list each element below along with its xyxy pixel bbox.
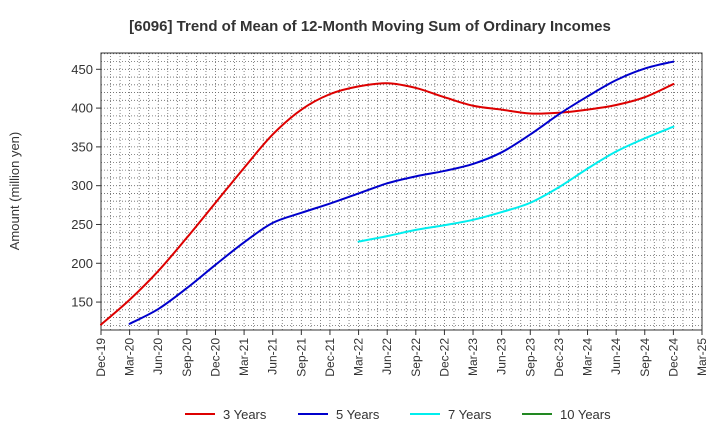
plot-area bbox=[101, 53, 702, 330]
series-line-7-years bbox=[357, 125, 675, 243]
series-lines bbox=[100, 60, 675, 326]
y-axis-label: Amount (million yen) bbox=[7, 132, 22, 251]
legend-label-7-years: 7 Years bbox=[448, 407, 492, 422]
legend-label-10-years: 10 Years bbox=[560, 407, 611, 422]
plot-border bbox=[100, 52, 703, 331]
x-tick-label: Sep-22 bbox=[409, 338, 423, 377]
legend-label-5-years: 5 Years bbox=[336, 407, 380, 422]
x-tick-label: Sep-23 bbox=[523, 338, 537, 377]
y-tick-label: 450 bbox=[71, 62, 93, 77]
x-tick-label: Dec-22 bbox=[437, 338, 451, 377]
y-axis: 150 200 250 300 350 400 450 bbox=[71, 62, 101, 310]
x-tick-label: Mar-21 bbox=[237, 338, 251, 376]
legend-label-3-years: 3 Years bbox=[223, 407, 267, 422]
x-tick-label: Sep-24 bbox=[638, 338, 652, 377]
x-tick-label: Dec-21 bbox=[323, 338, 337, 377]
legend: 3 Years 5 Years 7 Years 10 Years bbox=[185, 407, 611, 422]
y-tick-label: 350 bbox=[71, 139, 93, 154]
x-tick-label: Jun-24 bbox=[609, 338, 623, 375]
x-tick-label: Mar-25 bbox=[695, 338, 709, 376]
grid-lines bbox=[101, 53, 702, 330]
x-axis: Dec-19 Mar-20 Jun-20 Sep-20 Dec-20 Mar-21 Jun-… bbox=[94, 330, 709, 377]
x-tick-label: Sep-20 bbox=[180, 338, 194, 377]
x-tick-label: Jun-20 bbox=[151, 338, 165, 375]
x-tick-label: Dec-24 bbox=[666, 338, 680, 377]
y-tick-label: 250 bbox=[71, 217, 93, 232]
x-tick-label: Dec-19 bbox=[94, 338, 108, 377]
x-tick-label: Jun-22 bbox=[380, 338, 394, 375]
x-tick-label: Jun-23 bbox=[495, 338, 509, 375]
series-line-5-years bbox=[128, 60, 675, 325]
x-tick-label: Dec-20 bbox=[208, 338, 222, 377]
y-tick-label: 200 bbox=[71, 256, 93, 271]
x-tick-label: Jun-21 bbox=[266, 338, 280, 375]
y-tick-label: 300 bbox=[71, 178, 93, 193]
y-tick-label: 400 bbox=[71, 101, 93, 116]
x-tick-label: Sep-21 bbox=[294, 338, 308, 377]
chart-title: [6096] Trend of Mean of 12-Month Moving … bbox=[129, 18, 611, 35]
series-line-3-years bbox=[100, 82, 675, 326]
x-tick-label: Dec-23 bbox=[552, 338, 566, 377]
x-tick-label: Mar-22 bbox=[352, 338, 366, 376]
y-tick-label: 150 bbox=[71, 295, 93, 310]
x-tick-label: Mar-20 bbox=[123, 338, 137, 376]
x-tick-label: Mar-23 bbox=[466, 338, 480, 376]
x-tick-label: Mar-24 bbox=[581, 338, 595, 376]
